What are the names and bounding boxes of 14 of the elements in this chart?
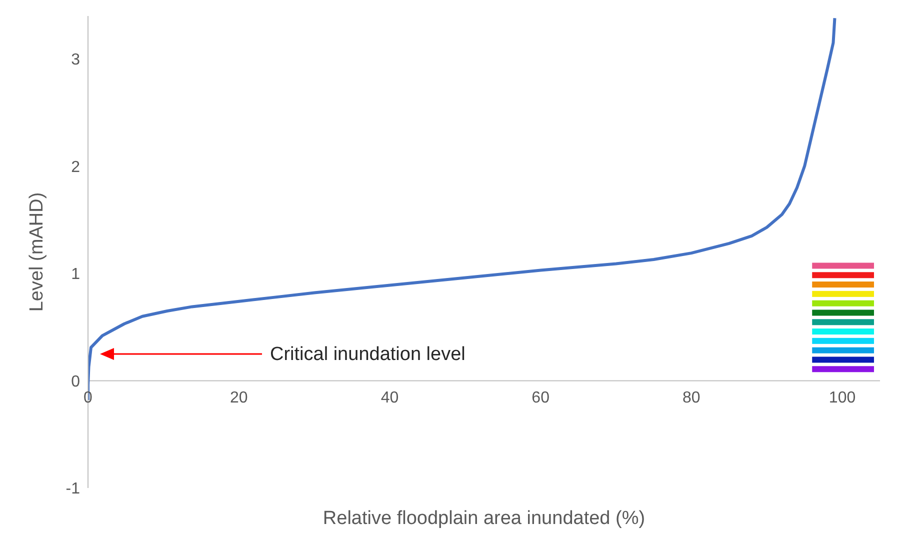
x-tick-label: 100 — [828, 390, 856, 407]
y-tick-label: 3 — [71, 52, 80, 69]
x-tick-label: 20 — [230, 390, 248, 407]
annotation: Critical inundation level — [270, 344, 466, 365]
x-tick-label: 40 — [380, 390, 399, 407]
x-axis-title: Relative floodplain area inundated (%) — [322, 508, 646, 529]
y-tick-label: -1 — [66, 480, 80, 498]
x-tick-label: 0 — [84, 390, 93, 407]
y-tick-label: 1 — [71, 266, 80, 284]
y-tick-label: 2 — [71, 158, 80, 176]
y-axis-title: Level (mAHD) — [26, 192, 48, 312]
x-tick-label: 80 — [682, 390, 700, 407]
x-tick-label: 60 — [532, 390, 550, 407]
y-tick-label: 0 — [71, 373, 80, 390]
